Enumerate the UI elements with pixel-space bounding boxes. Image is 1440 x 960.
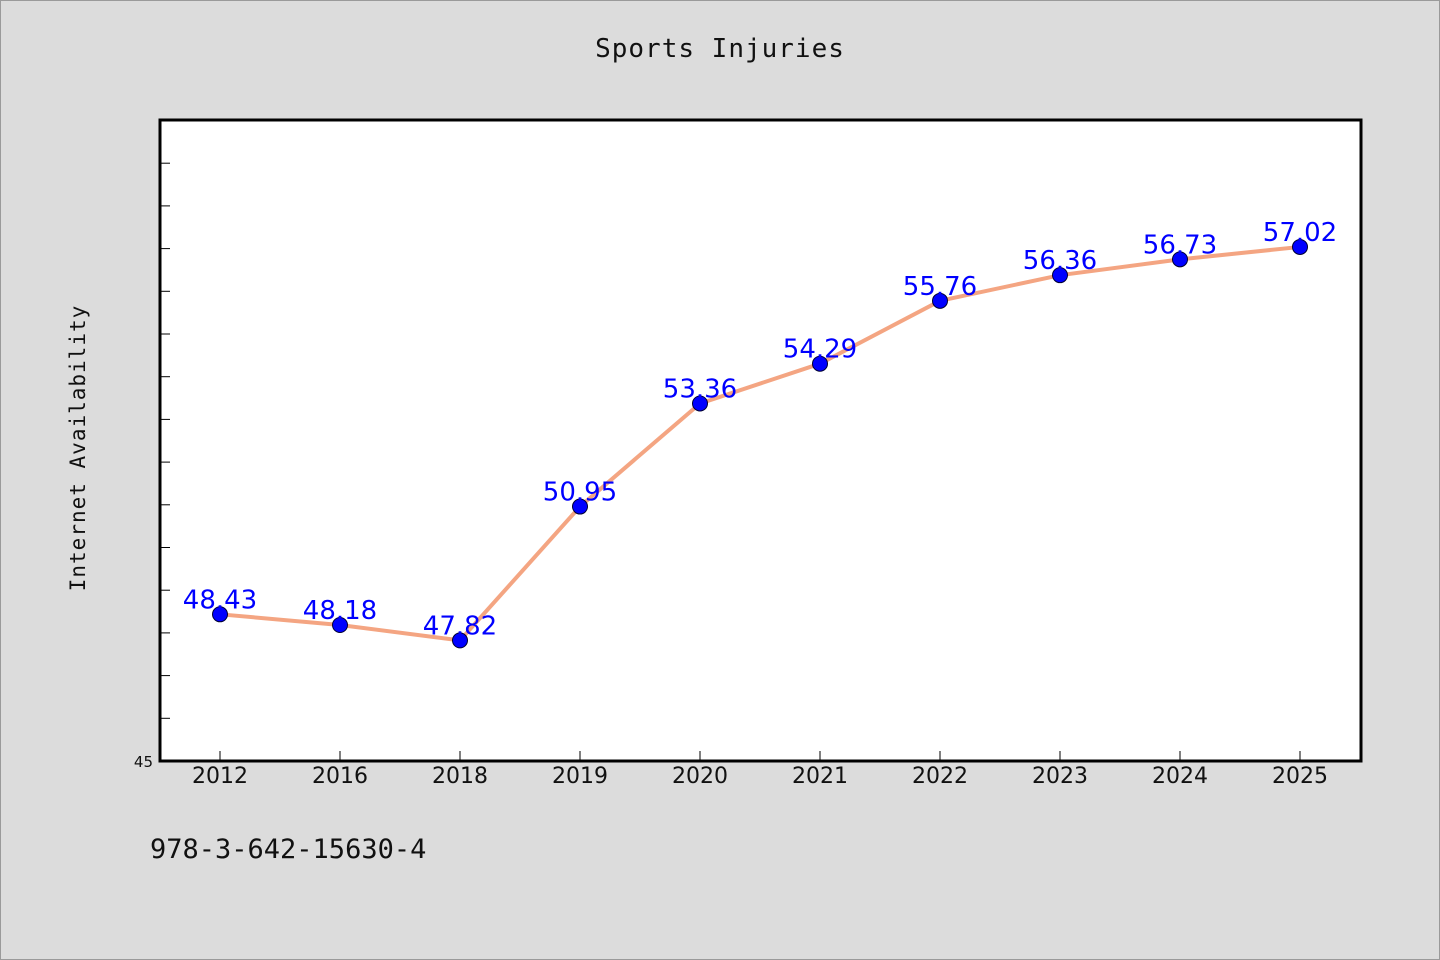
chart-title: Sports Injuries bbox=[595, 34, 845, 64]
data-label: 54.29 bbox=[783, 335, 857, 365]
x-tick-label: 2021 bbox=[792, 764, 848, 789]
y-axis-ticks: 45 bbox=[134, 162, 170, 771]
data-point bbox=[932, 292, 948, 309]
data-point bbox=[1052, 267, 1068, 284]
data-label: 50.95 bbox=[543, 478, 617, 508]
data-label: 53.36 bbox=[663, 374, 737, 404]
data-label: 48.18 bbox=[303, 596, 377, 626]
x-tick-label: 2012 bbox=[192, 764, 248, 789]
series-line bbox=[219, 244, 1301, 643]
plot-area bbox=[158, 118, 1363, 763]
data-point bbox=[1292, 238, 1308, 255]
data-label: 56.73 bbox=[1143, 230, 1217, 260]
x-tick-label: 2020 bbox=[672, 764, 728, 789]
x-tick-label: 2018 bbox=[432, 764, 488, 789]
data-point bbox=[812, 355, 828, 372]
data-point bbox=[1172, 251, 1188, 268]
series-markers bbox=[212, 238, 1308, 649]
data-label: 55.76 bbox=[903, 272, 977, 302]
x-tick-label: 2016 bbox=[312, 764, 368, 789]
data-point bbox=[212, 606, 228, 623]
x-tick-label: 2022 bbox=[912, 764, 968, 789]
data-point bbox=[572, 498, 588, 515]
footer-code: 978-3-642-15630-4 bbox=[150, 834, 427, 865]
data-point bbox=[452, 632, 468, 649]
data-label: 47.82 bbox=[423, 611, 497, 641]
y-tick-label: 45 bbox=[134, 753, 153, 771]
x-axis-ticks: 2012 2016 2018 2019 2020 2021 2022 2023 2024 2025 bbox=[192, 751, 1328, 789]
data-point bbox=[692, 395, 708, 412]
data-labels: 48.43 48.18 47.82 50.95 53.36 54.29 55.76 56.36… bbox=[183, 218, 1337, 641]
x-tick-label: 2019 bbox=[552, 764, 608, 789]
x-tick-label: 2024 bbox=[1152, 764, 1208, 789]
data-label: 56.36 bbox=[1023, 246, 1097, 276]
data-label: 57.02 bbox=[1263, 218, 1337, 248]
data-point bbox=[332, 617, 348, 634]
x-tick-label: 2023 bbox=[1032, 764, 1088, 789]
x-tick-label: 2025 bbox=[1272, 764, 1328, 789]
data-label: 48.43 bbox=[183, 585, 257, 615]
